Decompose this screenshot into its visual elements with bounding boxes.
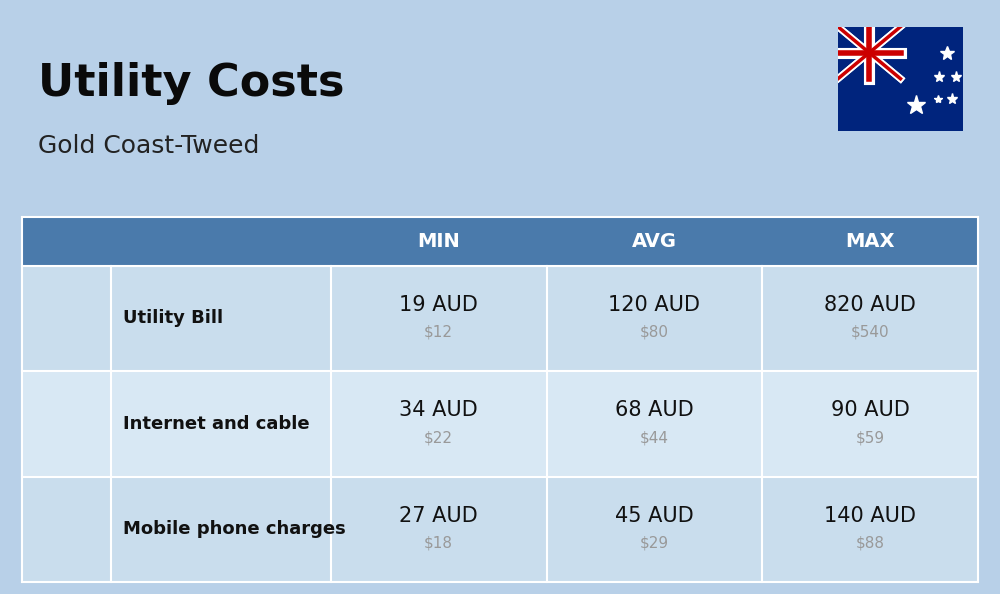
Text: MIN: MIN <box>417 232 460 251</box>
FancyBboxPatch shape <box>51 515 59 526</box>
Text: Mobile phone charges: Mobile phone charges <box>123 520 346 538</box>
FancyBboxPatch shape <box>77 515 85 526</box>
Text: Utility Bill: Utility Bill <box>123 309 223 327</box>
Circle shape <box>79 446 83 451</box>
Text: $44: $44 <box>640 430 669 445</box>
Bar <box>39 438 94 456</box>
Text: 68 AUD: 68 AUD <box>615 400 694 420</box>
Bar <box>900 27 963 131</box>
Text: MAX: MAX <box>845 232 895 251</box>
Text: $29: $29 <box>640 536 669 551</box>
Circle shape <box>64 422 69 429</box>
Text: $540: $540 <box>851 324 889 340</box>
FancyBboxPatch shape <box>69 515 77 526</box>
Text: 45 AUD: 45 AUD <box>615 505 694 526</box>
FancyBboxPatch shape <box>77 531 85 542</box>
Text: 19 AUD: 19 AUD <box>399 295 478 315</box>
FancyBboxPatch shape <box>60 515 68 526</box>
Circle shape <box>63 564 70 574</box>
Text: $12: $12 <box>424 324 453 340</box>
Text: Utility Costs: Utility Costs <box>38 62 344 105</box>
Bar <box>52 330 75 356</box>
FancyBboxPatch shape <box>69 531 77 542</box>
Bar <box>34 294 54 333</box>
Text: $18: $18 <box>424 536 453 551</box>
Text: 27 AUD: 27 AUD <box>399 505 478 526</box>
Text: AVG: AVG <box>632 232 677 251</box>
Bar <box>55 342 61 353</box>
Bar <box>35 300 53 331</box>
Text: 140 AUD: 140 AUD <box>824 505 916 526</box>
Bar <box>64 342 69 353</box>
Text: Gold Coast-Tweed: Gold Coast-Tweed <box>38 134 259 157</box>
Bar <box>37 437 96 457</box>
Text: $59: $59 <box>856 430 885 445</box>
Circle shape <box>86 446 91 451</box>
Text: $80: $80 <box>640 324 669 340</box>
Bar <box>50 498 82 564</box>
Text: Internet and cable: Internet and cable <box>123 415 310 433</box>
Bar <box>58 492 75 495</box>
Text: 120 AUD: 120 AUD <box>608 295 700 315</box>
Text: 820 AUD: 820 AUD <box>824 295 916 315</box>
Circle shape <box>70 294 80 308</box>
Polygon shape <box>68 311 77 342</box>
Text: $88: $88 <box>856 536 885 551</box>
Text: $22: $22 <box>424 430 453 445</box>
FancyBboxPatch shape <box>51 531 59 542</box>
Text: 34 AUD: 34 AUD <box>399 400 478 420</box>
FancyBboxPatch shape <box>45 484 88 576</box>
Text: 90 AUD: 90 AUD <box>831 400 910 420</box>
FancyBboxPatch shape <box>60 531 68 542</box>
Circle shape <box>72 446 76 451</box>
